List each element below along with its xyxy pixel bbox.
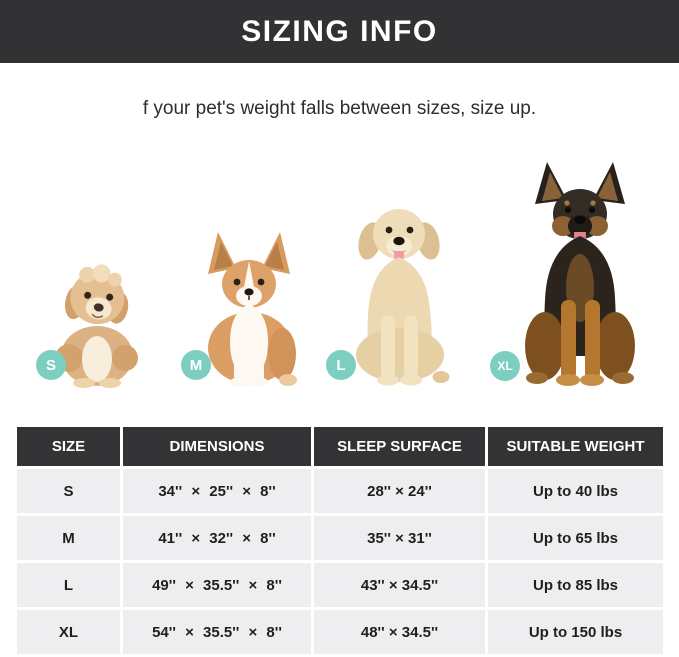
- col-header-suitable-weight: SUITABLE WEIGHT: [488, 427, 663, 466]
- size-badge-xl: XL: [490, 351, 520, 381]
- dog-illustration-small-puppy-icon: [53, 260, 141, 388]
- col-header-sleep-surface: SLEEP SURFACE: [314, 427, 485, 466]
- page-title: SIZING INFO: [241, 15, 438, 48]
- cell-weight-m: Up to 65 lbs: [488, 516, 663, 560]
- col-header-size: SIZE: [17, 427, 120, 466]
- col-header-dimensions: DIMENSIONS: [123, 427, 311, 466]
- cell-dimensions-s: 34'' × 25'' × 8'': [123, 469, 311, 513]
- cell-sleep-surface-m: 35'' × 31'': [314, 516, 485, 560]
- size-badge-m: M: [181, 350, 211, 380]
- size-table: SIZE DIMENSIONS SLEEP SURFACE SUITABLE W…: [17, 427, 663, 654]
- cell-weight-l: Up to 85 lbs: [488, 563, 663, 607]
- cell-weight-s: Up to 40 lbs: [488, 469, 663, 513]
- cell-sleep-surface-xl: 48'' × 34.5'': [314, 610, 485, 654]
- sizing-subtitle: f your pet's weight falls between sizes,…: [142, 98, 537, 119]
- cell-size-s: S: [17, 469, 120, 513]
- cell-size-m: M: [17, 516, 120, 560]
- cell-dimensions-m: 41'' × 32'' × 8'': [123, 516, 311, 560]
- cell-weight-xl: Up to 150 lbs: [488, 610, 663, 654]
- size-badge-l: L: [326, 350, 356, 380]
- cell-size-l: L: [17, 563, 120, 607]
- title-banner: [0, 0, 679, 63]
- cell-dimensions-xl: 54'' × 35.5'' × 8'': [123, 610, 311, 654]
- cell-sleep-surface-l: 43'' × 34.5'': [314, 563, 485, 607]
- dog-illustration-golden-retriever-icon: [350, 197, 450, 387]
- cell-sleep-surface-s: 28'' × 24'': [314, 469, 485, 513]
- dog-illustration-corgi-icon: [200, 230, 298, 388]
- cell-dimensions-l: 49'' × 35.5'' × 8'': [123, 563, 311, 607]
- cell-size-xl: XL: [17, 610, 120, 654]
- size-badge-s: S: [36, 350, 66, 380]
- dog-illustration-german-shepherd-icon: [521, 160, 639, 388]
